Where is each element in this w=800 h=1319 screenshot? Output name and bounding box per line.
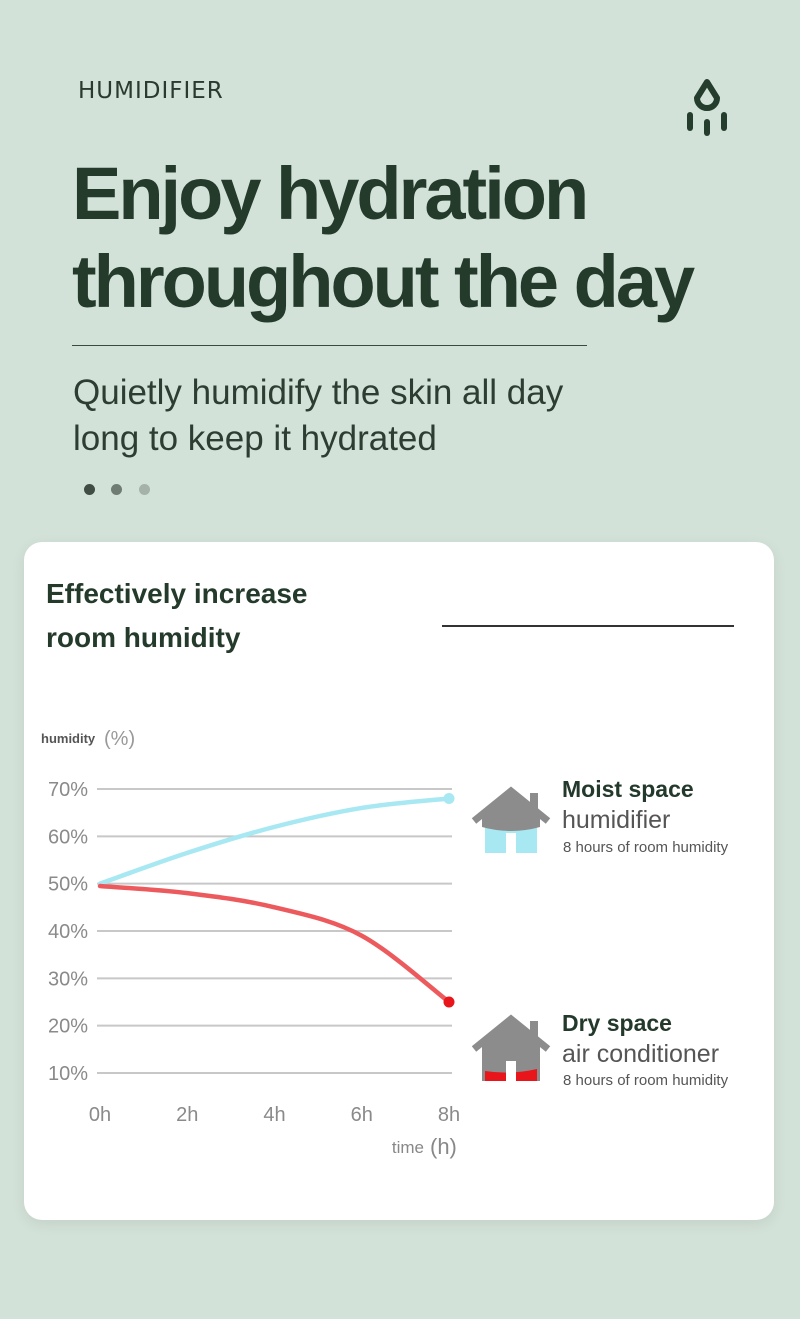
x-axis-unit: (h) xyxy=(430,1134,457,1159)
y-tick-label: 40% xyxy=(48,921,88,943)
humidity-chart: humidity (%) 70% 60% 50% 40% 30% 20% 10%0h 2h 4h… xyxy=(41,728,460,1159)
y-tick-label: 60% xyxy=(48,826,88,848)
subtitle-line: Quietly humidify the skin all day xyxy=(73,373,564,412)
x-tick-label: 4h xyxy=(263,1104,285,1126)
pager-dot[interactable] xyxy=(111,484,122,495)
series-end-point xyxy=(443,996,455,1008)
subtitle-line: long to keep it hydrated xyxy=(73,419,437,458)
x-tick-label: 2h xyxy=(176,1104,198,1126)
legend-title: Dry space xyxy=(562,1010,672,1036)
series-line xyxy=(97,796,452,886)
eyebrow-label: HUMIDIFIER xyxy=(78,78,224,104)
pager-dot-active[interactable] xyxy=(84,484,95,495)
y-tick-label: 10% xyxy=(48,1063,88,1085)
house-icon xyxy=(471,1014,551,1081)
subtitle: Quietly humidify the skin all day long t… xyxy=(73,370,563,462)
series-end-point xyxy=(443,792,455,804)
y-axis-unit: (%) xyxy=(104,728,135,750)
x-tick-label: 8h xyxy=(438,1104,460,1126)
pager-dot[interactable] xyxy=(139,484,150,495)
title-line: Enjoy hydration xyxy=(72,152,589,235)
divider xyxy=(442,625,734,627)
page-title: Enjoy hydration throughout the day xyxy=(72,150,695,326)
legend-subtitle: humidifier xyxy=(562,806,671,834)
legend-note: 8 hours of room humidity xyxy=(563,839,729,856)
x-axis-label: time xyxy=(392,1138,424,1157)
y-axis-label: humidity xyxy=(41,731,96,746)
card-title-line: room humidity xyxy=(46,622,241,653)
x-tick-label: 6h xyxy=(351,1104,373,1126)
y-tick-label: 20% xyxy=(48,1016,88,1038)
legend-title: Moist space xyxy=(562,776,694,802)
title-line: throughout the day xyxy=(72,240,695,323)
y-tick-label: 70% xyxy=(48,779,88,801)
y-tick-label: 30% xyxy=(48,968,88,990)
house-icon xyxy=(471,786,551,853)
water-drop-icon xyxy=(687,79,727,136)
chart-card xyxy=(24,542,774,1220)
x-tick-label: 0h xyxy=(89,1104,111,1126)
card-title: Effectively increase room humidity xyxy=(46,572,308,660)
card-title-line: Effectively increase xyxy=(46,578,308,609)
y-tick-label: 50% xyxy=(48,874,88,896)
legend-subtitle: air conditioner xyxy=(562,1040,720,1068)
divider xyxy=(72,345,587,346)
legend-note: 8 hours of room humidity xyxy=(563,1072,729,1089)
series-line xyxy=(97,883,452,1005)
